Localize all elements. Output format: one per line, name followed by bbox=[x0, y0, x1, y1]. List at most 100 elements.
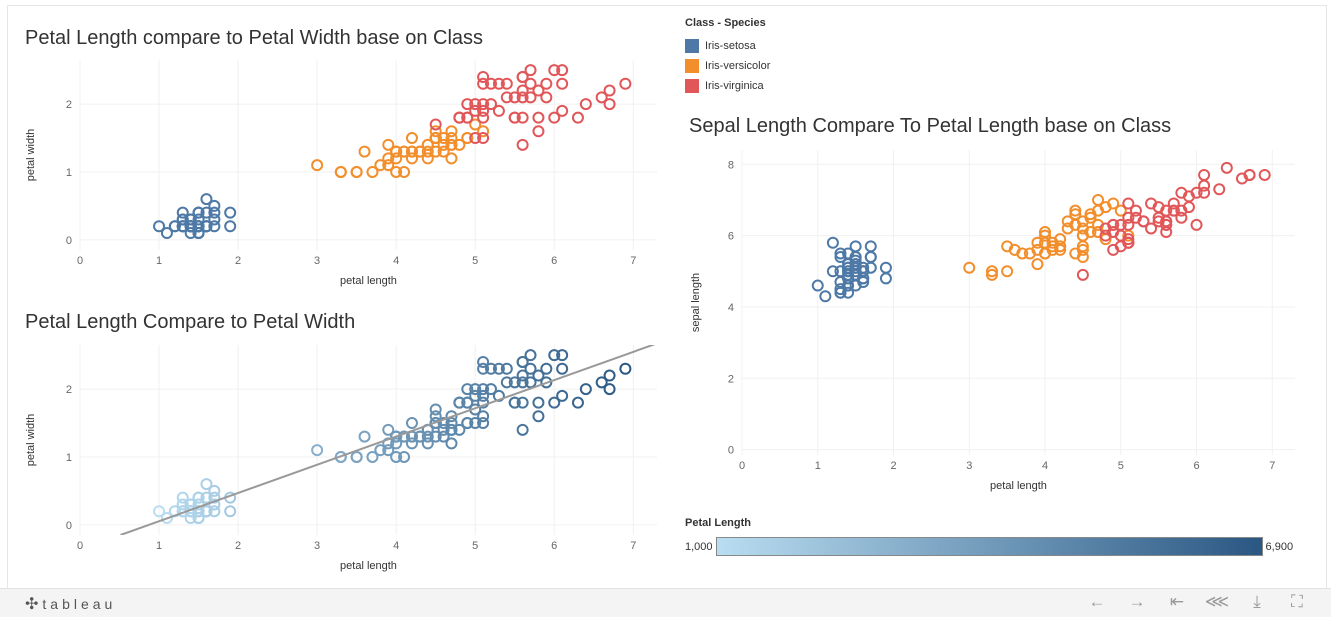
x-tick-label: 3 bbox=[314, 255, 320, 267]
data-point bbox=[421, 152, 434, 165]
data-point bbox=[445, 417, 458, 430]
data-point bbox=[477, 104, 490, 117]
data-point bbox=[429, 430, 442, 443]
data-point bbox=[192, 213, 205, 226]
data-point bbox=[1167, 204, 1180, 217]
data-point bbox=[842, 265, 855, 278]
data-point bbox=[864, 240, 877, 253]
data-point bbox=[390, 450, 403, 463]
gradient-bar bbox=[715, 537, 1263, 556]
data-point bbox=[556, 389, 569, 402]
data-point bbox=[826, 236, 839, 249]
data-point bbox=[153, 505, 166, 518]
data-point bbox=[1061, 222, 1074, 235]
data-point bbox=[1175, 186, 1188, 199]
data-point bbox=[405, 145, 418, 158]
data-point bbox=[1243, 168, 1256, 181]
data-point bbox=[1122, 236, 1135, 249]
data-point bbox=[176, 213, 189, 226]
data-point bbox=[500, 77, 513, 90]
legend-item-setosa[interactable]: Iris-setosa bbox=[685, 36, 770, 56]
data-point bbox=[445, 125, 458, 138]
data-point bbox=[421, 437, 434, 450]
download-icon[interactable]: ⤓ bbox=[1253, 592, 1261, 611]
data-point bbox=[469, 383, 482, 396]
data-point bbox=[879, 261, 892, 274]
data-point bbox=[603, 98, 616, 111]
x-tick-label: 0 bbox=[77, 255, 83, 267]
data-point bbox=[208, 491, 221, 504]
data-point bbox=[477, 389, 490, 402]
data-point bbox=[556, 77, 569, 90]
data-point bbox=[1160, 204, 1173, 217]
revert-icon[interactable]: ⇤ bbox=[1169, 592, 1185, 611]
data-point bbox=[842, 279, 855, 292]
data-point bbox=[477, 125, 490, 138]
data-point bbox=[382, 152, 395, 165]
data-point bbox=[405, 437, 418, 450]
data-point bbox=[437, 145, 450, 158]
chart-3-sepal-length-vs-petal-length-by-class[interactable]: 0 1 2 3 4 5 6 7 0 2 4 6 8 petal length sepal length bbox=[685, 145, 1317, 510]
data-point bbox=[857, 261, 870, 274]
marks bbox=[153, 64, 632, 240]
legend-swatch bbox=[685, 39, 699, 53]
y-tick-label: 6 bbox=[728, 231, 734, 243]
y-tick-label: 1 bbox=[66, 167, 72, 179]
data-point bbox=[1198, 186, 1211, 199]
data-point bbox=[571, 396, 584, 409]
y-tick-label: 1 bbox=[66, 452, 72, 464]
data-point bbox=[192, 206, 205, 219]
data-point bbox=[382, 159, 395, 172]
data-point bbox=[429, 417, 442, 430]
share-icon[interactable]: ⋘ bbox=[1204, 592, 1230, 611]
chart-1-petal-length-vs-width-by-class[interactable]: 0 1 2 3 4 5 6 7 0 1 2 petal length petal width bbox=[20, 55, 680, 295]
data-point bbox=[1031, 236, 1044, 249]
undo-icon[interactable]: ← bbox=[1088, 592, 1106, 611]
data-point bbox=[516, 138, 529, 151]
redo-icon[interactable]: → bbox=[1128, 592, 1146, 611]
data-point bbox=[192, 491, 205, 504]
x-tick-label: 5 bbox=[1118, 460, 1124, 472]
data-point bbox=[461, 383, 474, 396]
data-point bbox=[350, 165, 363, 178]
data-point bbox=[1122, 211, 1135, 224]
data-point bbox=[208, 213, 221, 226]
data-point bbox=[1122, 218, 1135, 231]
data-point bbox=[192, 220, 205, 233]
data-point bbox=[311, 444, 324, 457]
data-point bbox=[192, 512, 205, 525]
data-point bbox=[445, 132, 458, 145]
data-point bbox=[477, 70, 490, 83]
data-point bbox=[176, 220, 189, 233]
data-point bbox=[524, 64, 537, 77]
data-point bbox=[200, 505, 213, 518]
chart-2-title: Petal Length Compare to Petal Width bbox=[25, 311, 356, 333]
legend-item-versicolor[interactable]: Iris-versicolor bbox=[685, 56, 770, 76]
data-point bbox=[382, 444, 395, 457]
data-point bbox=[1190, 218, 1203, 231]
data-point bbox=[532, 125, 545, 138]
data-point bbox=[453, 423, 466, 436]
legend-item-virginica[interactable]: Iris-virginica bbox=[685, 76, 770, 96]
data-point bbox=[382, 423, 395, 436]
data-point bbox=[532, 410, 545, 423]
x-tick-label: 6 bbox=[551, 255, 557, 267]
data-point bbox=[1122, 233, 1135, 246]
data-point bbox=[398, 145, 411, 158]
data-point bbox=[184, 213, 197, 226]
fullscreen-icon[interactable]: ⛶ bbox=[1291, 592, 1303, 611]
x-tick-label: 7 bbox=[1269, 460, 1275, 472]
data-point bbox=[595, 376, 608, 389]
data-point bbox=[208, 498, 221, 511]
y-tick-label: 0 bbox=[66, 235, 72, 247]
data-point bbox=[184, 227, 197, 240]
chart-2-petal-length-vs-width[interactable]: 0 1 2 3 4 5 6 7 0 1 2 petal length petal width bbox=[20, 340, 680, 580]
data-point bbox=[208, 206, 221, 219]
data-point bbox=[834, 247, 847, 260]
data-point bbox=[500, 362, 513, 375]
data-point bbox=[516, 355, 529, 368]
data-point bbox=[485, 77, 498, 90]
tableau-logo[interactable]: ✣ tableau bbox=[25, 594, 116, 614]
data-point bbox=[477, 383, 490, 396]
data-point bbox=[516, 84, 529, 97]
